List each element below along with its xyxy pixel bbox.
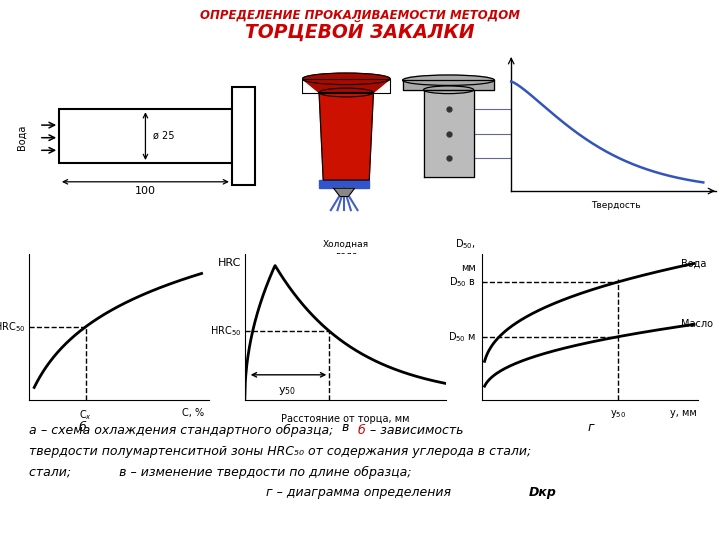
Ellipse shape — [423, 86, 474, 93]
Text: мм: мм — [462, 262, 476, 273]
Ellipse shape — [302, 73, 390, 85]
Bar — [232, 87, 255, 185]
Text: C$_x$: C$_x$ — [79, 408, 92, 422]
Text: HRC$_{50}$: HRC$_{50}$ — [0, 320, 25, 334]
Polygon shape — [333, 188, 354, 197]
Text: 100: 100 — [135, 186, 156, 196]
Text: ОПРЕДЕЛЕНИЕ ПРОКАЛИВАЕМОСТИ МЕТОДОМ: ОПРЕДЕЛЕНИЕ ПРОКАЛИВАЕМОСТИ МЕТОДОМ — [200, 8, 520, 21]
Polygon shape — [402, 80, 495, 90]
Text: C, %: C, % — [181, 408, 204, 418]
Text: Холодная
вода: Холодная вода — [323, 240, 369, 260]
Ellipse shape — [402, 75, 495, 85]
Polygon shape — [319, 92, 374, 180]
Text: HRC$_{50}$: HRC$_{50}$ — [210, 324, 240, 338]
Text: Твердость: Твердость — [591, 200, 640, 210]
Text: ТОРЦЕВОЙ ЗАКАЛКИ: ТОРЦЕВОЙ ЗАКАЛКИ — [246, 21, 474, 42]
Polygon shape — [319, 180, 369, 188]
Text: г – диаграмма определения: г – диаграмма определения — [266, 486, 454, 499]
Ellipse shape — [319, 88, 374, 97]
Text: – схема охлаждения стандартного образца;: – схема охлаждения стандартного образца; — [37, 424, 338, 437]
Text: стали;            в – изменение твердости по длине образца;: стали; в – изменение твердости по длине … — [29, 465, 411, 478]
Text: D$_{50}$,: D$_{50}$, — [455, 237, 476, 251]
Text: y$_{50}$: y$_{50}$ — [611, 408, 626, 420]
Text: – зависимость: – зависимость — [366, 424, 463, 437]
Text: Масло: Масло — [681, 319, 713, 329]
Text: Вода: Вода — [681, 259, 706, 269]
Text: Dкр: Dкр — [529, 486, 557, 499]
Text: ø 25: ø 25 — [153, 131, 174, 141]
Text: D$_{50}$ м: D$_{50}$ м — [448, 330, 476, 343]
Text: в: в — [342, 421, 349, 434]
Text: y$_{50}$: y$_{50}$ — [278, 385, 296, 397]
Text: а: а — [29, 424, 37, 437]
Text: HRC: HRC — [217, 258, 240, 267]
Text: Вода: Вода — [17, 125, 27, 150]
Text: Расстояние от торца, мм: Расстояние от торца, мм — [282, 414, 410, 424]
Text: г: г — [587, 421, 594, 434]
Polygon shape — [302, 79, 390, 92]
Text: б: б — [79, 421, 86, 434]
Text: D$_{50}$ в: D$_{50}$ в — [449, 275, 476, 289]
Polygon shape — [423, 90, 474, 177]
Text: б: б — [357, 424, 365, 437]
Text: твердости полумартенситной зоны HRC₅₀ от содержания углерода в стали;: твердости полумартенситной зоны HRC₅₀ от… — [29, 446, 531, 458]
Bar — [59, 109, 232, 163]
Text: у, мм: у, мм — [670, 408, 697, 418]
